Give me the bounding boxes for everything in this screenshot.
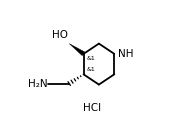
Text: &1: &1	[87, 56, 95, 61]
Text: &1: &1	[87, 67, 95, 72]
Text: NH: NH	[118, 49, 133, 59]
Text: HO: HO	[52, 30, 68, 40]
Text: HCl: HCl	[83, 103, 101, 113]
Text: H₂N: H₂N	[28, 79, 47, 89]
Polygon shape	[69, 44, 85, 56]
